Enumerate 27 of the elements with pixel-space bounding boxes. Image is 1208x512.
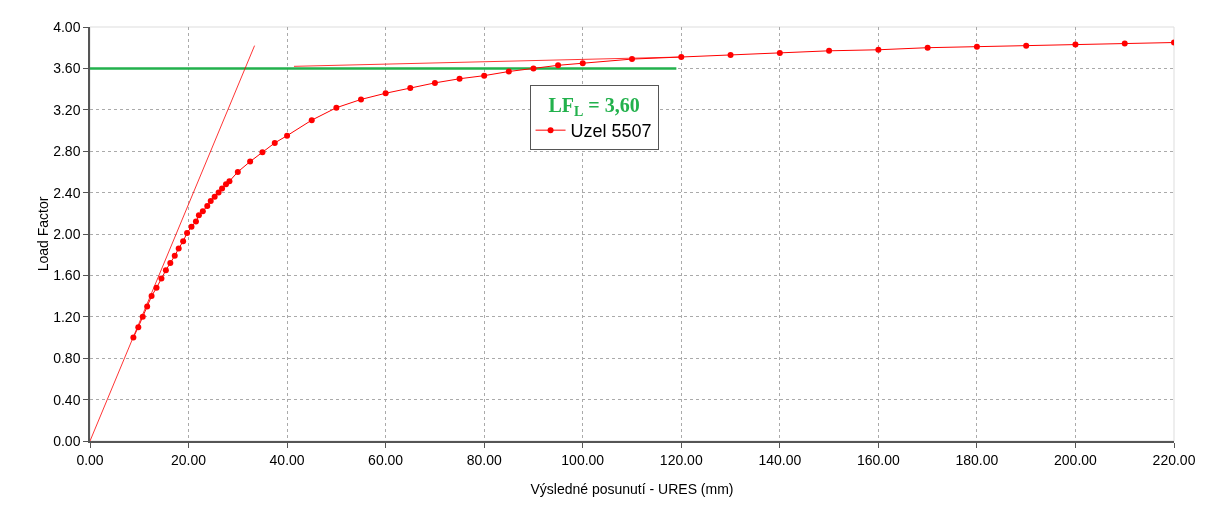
y-tick-label: 3.20 [53, 101, 81, 118]
x-tick-label: 40.00 [269, 451, 305, 468]
x-tick-label: 160.00 [856, 451, 900, 468]
y-tick-label: 1.20 [53, 308, 81, 325]
y-tick-label: 1.60 [53, 267, 81, 284]
x-tick-label: 200.00 [1054, 451, 1098, 468]
y-tick-label: 0.00 [53, 432, 81, 449]
y-tick-label: 2.40 [53, 184, 81, 201]
x-tick-label: 180.00 [955, 451, 999, 468]
y-tick-label: 2.00 [53, 225, 81, 242]
x-tick-label: 60.00 [368, 451, 404, 468]
y-tick-label: 4.00 [53, 18, 81, 35]
y-tick-label: 0.80 [53, 350, 81, 367]
x-tick-label: 100.00 [561, 451, 605, 468]
legend-label: Uzel 5507 [570, 121, 652, 142]
x-axis-title: Výsledné posunutí - URES (mm) [530, 480, 734, 497]
x-tick-label: 120.00 [659, 451, 703, 468]
x-tick-label: 20.00 [171, 451, 207, 468]
y-tick-label: 3.60 [53, 60, 81, 77]
y-axis-title: Load Factor [35, 196, 52, 272]
legend-title: LF$_{L}$ = 3,60 [548, 93, 640, 120]
x-tick-label: 220.00 [1152, 451, 1196, 468]
x-tick-label: 140.00 [758, 451, 802, 468]
x-tick-label: 80.00 [466, 451, 502, 468]
y-tick-label: 2.80 [53, 143, 81, 160]
y-tick-label: 0.40 [53, 391, 81, 408]
x-tick-label: 0.00 [76, 451, 104, 468]
